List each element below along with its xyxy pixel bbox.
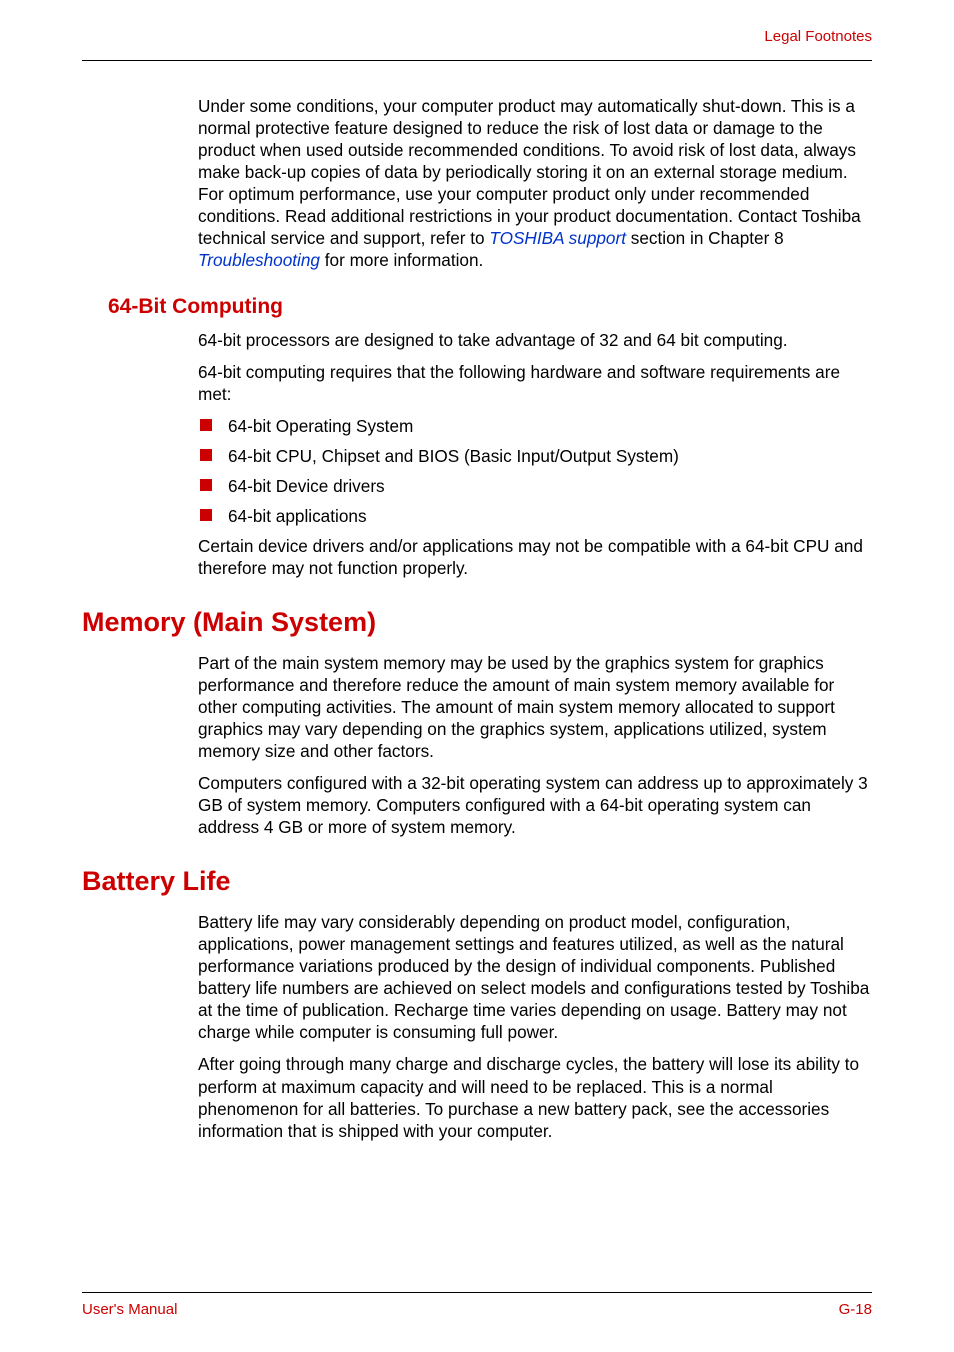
heading-battery: Battery Life [82, 866, 872, 897]
content-body: Under some conditions, your computer pro… [198, 95, 872, 271]
intro-text-mid: section in Chapter 8 [626, 228, 784, 248]
header-rule [82, 60, 872, 61]
troubleshooting-link[interactable]: Troubleshooting [198, 250, 320, 270]
intro-text-pre: Under some conditions, your computer pro… [198, 96, 861, 248]
para-battery-2: After going through many charge and disc… [198, 1053, 872, 1141]
footer: User's Manual G-18 [82, 1292, 872, 1318]
para-64bit-1: 64-bit processors are designed to take a… [198, 329, 872, 351]
para-battery-1: Battery life may vary considerably depen… [198, 911, 872, 1043]
list-item: 64-bit CPU, Chipset and BIOS (Basic Inpu… [198, 445, 872, 467]
footer-row: User's Manual G-18 [82, 1301, 872, 1318]
toshiba-support-link[interactable]: TOSHIBA support [489, 228, 626, 248]
list-item: 64-bit Device drivers [198, 475, 872, 497]
heading-64bit: 64-Bit Computing [108, 295, 872, 319]
page: Legal Footnotes Under some conditions, y… [0, 0, 954, 1142]
section-battery-body: Battery life may vary considerably depen… [198, 911, 872, 1141]
list-item: 64-bit Operating System [198, 415, 872, 437]
list-item: 64-bit applications [198, 505, 872, 527]
section-memory-body: Part of the main system memory may be us… [198, 652, 872, 838]
intro-text-post: for more information. [320, 250, 483, 270]
footer-right: G-18 [839, 1301, 872, 1318]
para-64bit-3: Certain device drivers and/or applicatio… [198, 535, 872, 579]
section-64bit-body: 64-bit processors are designed to take a… [198, 329, 872, 579]
footer-rule [82, 1292, 872, 1293]
para-64bit-2: 64-bit computing requires that the follo… [198, 361, 872, 405]
intro-paragraph: Under some conditions, your computer pro… [198, 95, 872, 271]
heading-memory: Memory (Main System) [82, 607, 872, 638]
para-memory-1: Part of the main system memory may be us… [198, 652, 872, 762]
para-memory-2: Computers configured with a 32-bit opera… [198, 772, 872, 838]
requirements-list: 64-bit Operating System 64-bit CPU, Chip… [198, 415, 872, 527]
footer-left: User's Manual [82, 1301, 177, 1318]
header: Legal Footnotes [82, 28, 872, 52]
header-title: Legal Footnotes [764, 28, 872, 45]
